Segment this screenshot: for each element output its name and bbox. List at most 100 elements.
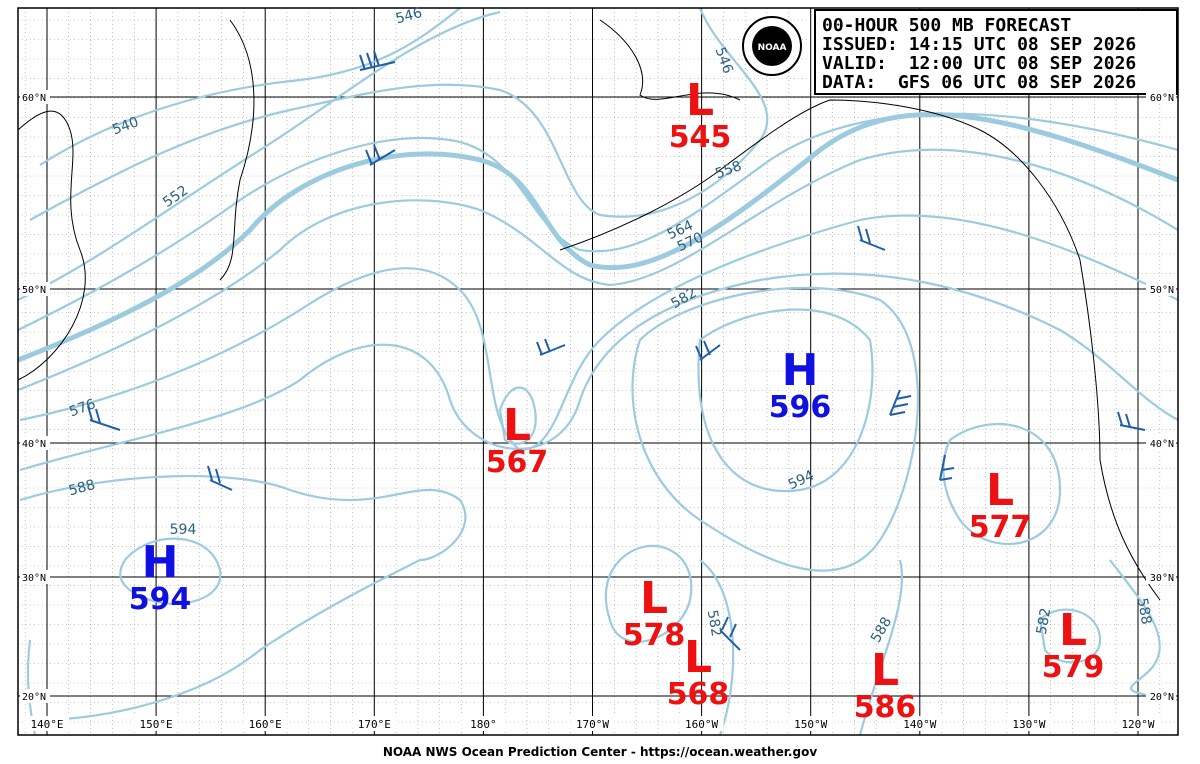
contour-label: 546: [394, 5, 424, 27]
coastline: [219, 19, 255, 281]
noaa-logo: NOAA: [742, 16, 802, 76]
contour: [17, 10, 501, 301]
lon-label: 150°W: [794, 718, 827, 731]
label-bg: [243, 716, 288, 731]
center-value: 586: [854, 690, 917, 725]
wind-barb: [1117, 411, 1146, 431]
grid: [18, 8, 1178, 735]
center-letter: L: [986, 465, 1014, 516]
lat-label: 40°N: [1150, 439, 1174, 450]
footer: NOAA NWS Ocean Prediction Center - https…: [383, 745, 817, 759]
center-value: 577: [969, 510, 1032, 545]
label-bg: [352, 716, 397, 731]
contour: [29, 7, 769, 221]
label-bg: [1146, 436, 1176, 450]
wind-barb: [359, 50, 396, 71]
lat-label: 40°N: [22, 439, 46, 450]
coastlines: [17, 19, 1161, 601]
contour: [858, 559, 904, 736]
label-bg: [20, 282, 50, 296]
label-bg: [20, 689, 50, 703]
wind-barb: [719, 616, 741, 651]
lon-label: 170°W: [576, 718, 609, 731]
header-box: [814, 9, 1178, 95]
lon-label: 140°W: [903, 718, 936, 731]
coastline: [599, 19, 741, 101]
label-bg: [1146, 90, 1176, 104]
contour: [17, 111, 1179, 363]
center-letter: L: [1059, 605, 1087, 656]
lat-label: 60°N: [22, 93, 46, 104]
wind-barbs: [87, 50, 1146, 651]
logo-disc: [752, 26, 792, 66]
label-bg: [134, 716, 179, 731]
lon-label: 150°E: [140, 718, 173, 731]
label-bg: [20, 90, 50, 104]
lat-label: 20°N: [22, 692, 46, 703]
lon-label: 140°E: [30, 718, 63, 731]
contour: [19, 474, 467, 722]
contour-label: 582: [1034, 607, 1054, 636]
contour-label: 588: [67, 477, 97, 499]
center-letter: L: [871, 645, 899, 696]
label-bg: [20, 570, 50, 584]
contour: [699, 559, 735, 736]
contour: [697, 308, 874, 493]
lat-label: 30°N: [22, 573, 46, 584]
logo-text: NOAA: [758, 43, 787, 53]
contours: [17, 7, 1179, 736]
coastline: [17, 110, 86, 381]
center-letter: L: [684, 632, 712, 683]
wind-barb: [207, 465, 233, 491]
contour: [119, 537, 222, 605]
label-bg: [20, 436, 50, 450]
lat-label: 50°N: [1150, 285, 1174, 296]
center-letter: H: [142, 537, 179, 588]
label-bg: [1146, 570, 1176, 584]
map-frame: [17, 7, 1179, 736]
label-bg: [25, 716, 69, 731]
contour: [19, 272, 1179, 472]
center-letter: L: [686, 75, 714, 126]
wind-barb: [939, 454, 955, 481]
contour: [498, 386, 537, 445]
lat-label: 20°N: [1150, 692, 1174, 703]
label-bg: [1006, 716, 1051, 731]
center-value: 579: [1042, 650, 1105, 685]
contour: [604, 544, 693, 643]
lon-label: 160°W: [685, 718, 718, 731]
label-bg: [1146, 689, 1176, 703]
contour-label: 588: [1134, 597, 1154, 626]
coastline: [559, 99, 1161, 601]
wind-barb: [695, 340, 721, 361]
center-value: 596: [769, 390, 832, 425]
center-letter: H: [782, 345, 819, 396]
label-bg: [1116, 716, 1160, 731]
contour: [631, 286, 919, 572]
label-bg: [570, 716, 615, 731]
header-line: 00-HOUR 500 MB FORECAST: [822, 15, 1071, 36]
label-bg: [679, 716, 724, 731]
wind-barb: [889, 389, 912, 416]
wind-barb: [857, 225, 886, 251]
wind-barb: [536, 338, 566, 356]
contour-label: 594: [170, 522, 197, 538]
lat-label: 30°N: [1150, 573, 1174, 584]
header-line: DATA: GFS 06 UTC 08 SEP 2026: [822, 72, 1136, 93]
contour: [1038, 608, 1102, 664]
lon-label: 170°E: [358, 718, 391, 731]
center-letter: L: [503, 400, 531, 451]
lat-label: 60°N: [1150, 93, 1174, 104]
contour: [942, 422, 1062, 545]
lon-label: 120°W: [1121, 718, 1154, 731]
contour: [17, 112, 1179, 331]
header-line: VALID: 12:00 UTC 08 SEP 2026: [822, 53, 1136, 74]
lon-label: 160°E: [249, 718, 282, 731]
lat-label: 50°N: [22, 285, 46, 296]
wind-barb: [87, 405, 121, 431]
center-value: 567: [486, 445, 549, 480]
contour: [1109, 559, 1179, 702]
label-bg: [788, 716, 833, 731]
